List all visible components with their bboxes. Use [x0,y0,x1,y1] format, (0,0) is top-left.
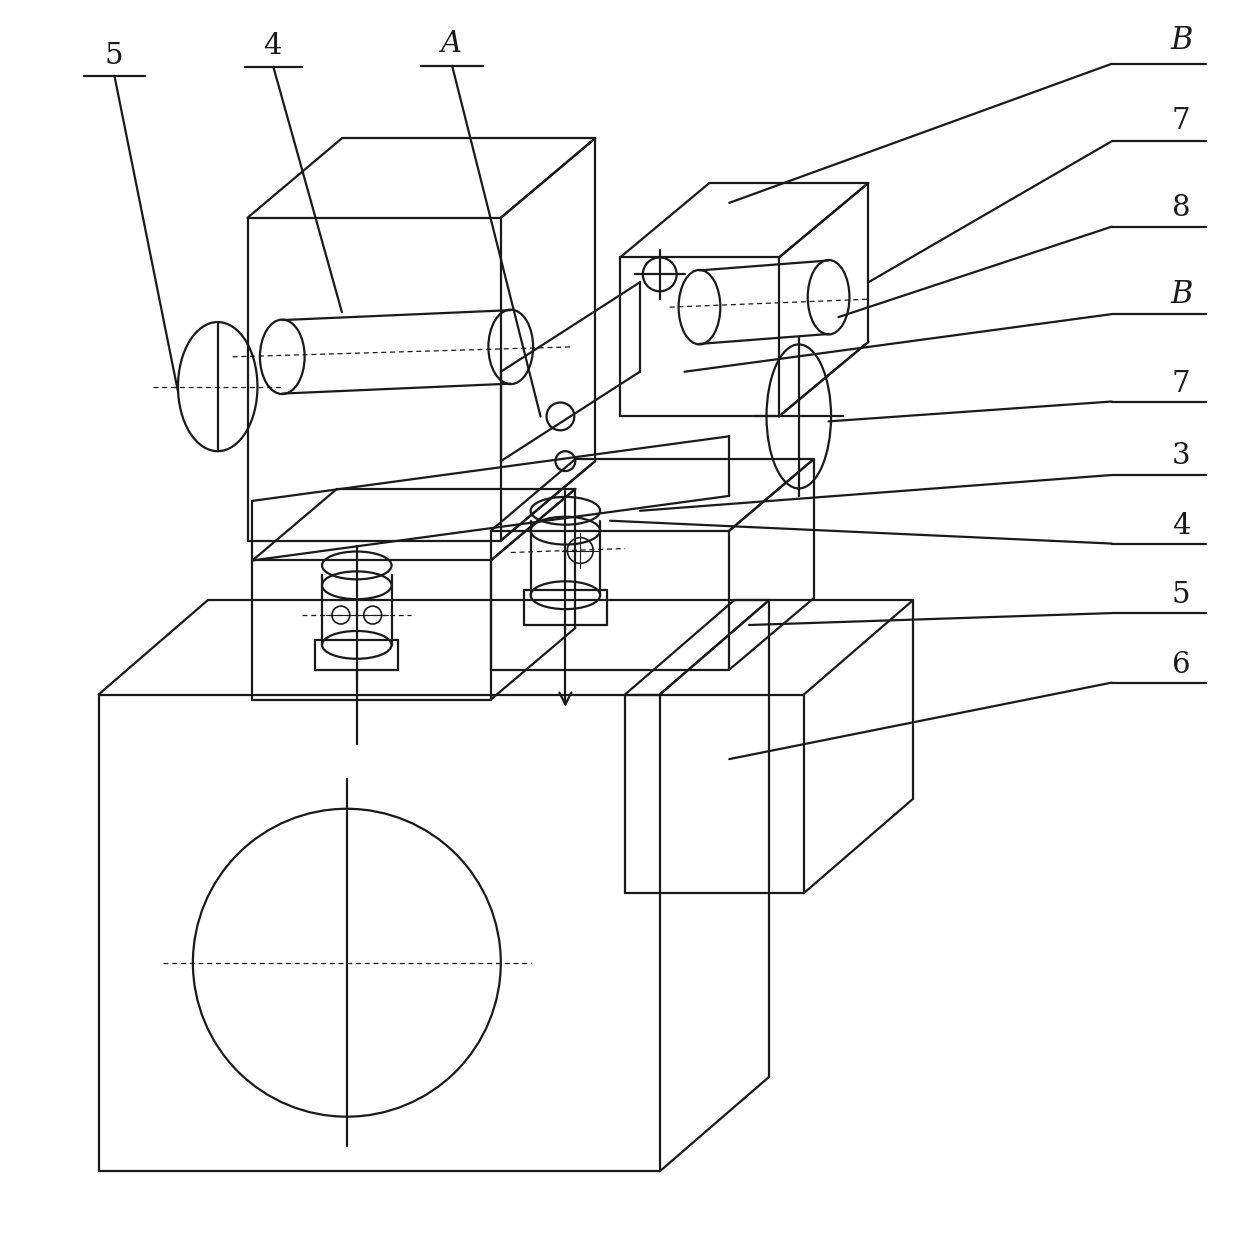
Text: A: A [440,30,461,58]
Text: B: B [1171,25,1193,56]
Text: 5: 5 [1172,581,1190,609]
Text: 4: 4 [1172,511,1190,540]
Text: 7: 7 [1172,370,1190,397]
Text: 3: 3 [1172,442,1190,470]
Text: B: B [1171,278,1193,309]
Text: 7: 7 [1172,108,1190,135]
Text: 6: 6 [1172,650,1190,679]
Text: 4: 4 [263,31,281,60]
Text: 5: 5 [104,41,123,70]
Text: 8: 8 [1172,194,1190,222]
